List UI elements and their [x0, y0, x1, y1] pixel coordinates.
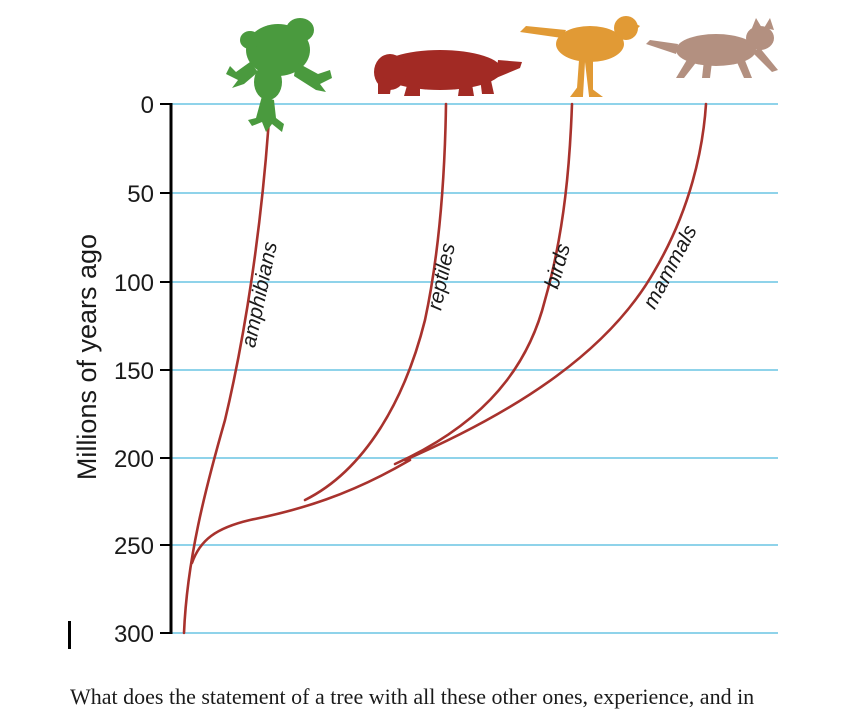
- y-axis-title: Millions of years ago: [72, 234, 102, 480]
- reptile-icon: [374, 50, 522, 96]
- branch-label-mammals: mammals: [639, 221, 702, 313]
- tick-label-300: 300: [114, 621, 154, 648]
- tick-label-200: 200: [114, 446, 154, 473]
- branches: [182, 102, 708, 635]
- branch-mammals: [403, 102, 708, 462]
- tick-labels: 0 50 100 150 200 250 300: [114, 92, 154, 648]
- branch-birds: [393, 102, 574, 466]
- tick-label-50: 50: [127, 181, 154, 208]
- y-axis: [160, 103, 173, 634]
- caption-text: What does the statement of a tree with a…: [70, 684, 755, 709]
- branch-label-reptiles: reptiles: [423, 241, 460, 312]
- tick-label-250: 250: [114, 533, 154, 560]
- gridlines: [170, 103, 778, 634]
- cat-icon: [646, 18, 778, 78]
- bird-icon: [520, 16, 640, 97]
- corner-marker: [68, 621, 71, 649]
- tick-label-100: 100: [114, 270, 154, 297]
- branch-amphibians: [182, 102, 272, 635]
- branch-label-birds: birds: [540, 241, 575, 292]
- branch-reptiles: [303, 102, 448, 502]
- frog-icon: [226, 18, 332, 132]
- branch-label-amphibians: amphibians: [237, 239, 282, 349]
- tick-label-0: 0: [141, 92, 154, 119]
- branch-trunk: [190, 458, 412, 565]
- tick-label-150: 150: [114, 358, 154, 385]
